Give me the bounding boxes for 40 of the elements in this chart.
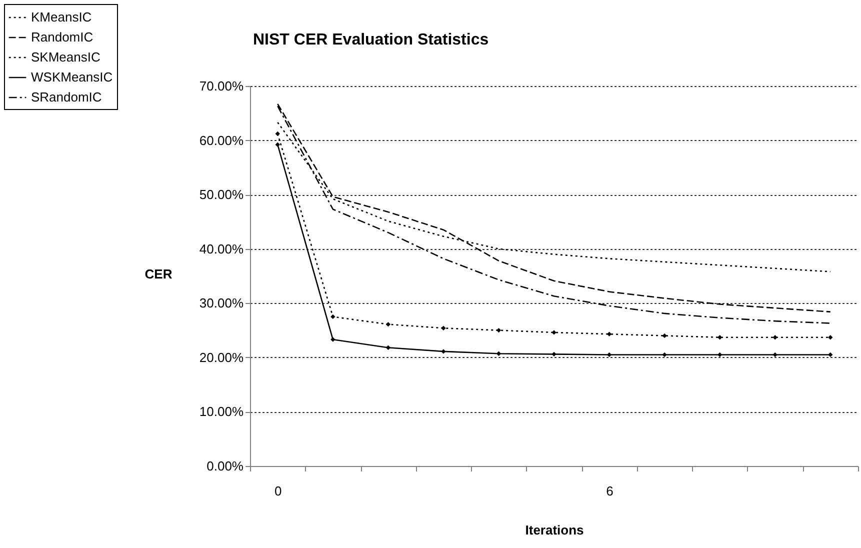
x-axis-title: Iterations [525,522,584,538]
y-tick-label: 30.00% [199,296,244,311]
point [441,349,446,354]
point [552,330,556,335]
point [275,142,280,147]
point [828,335,833,340]
y-axis-title: CER [144,266,173,282]
legend-label: WSKMeansIC [31,70,113,84]
point [828,352,833,358]
point [717,352,722,358]
x-tick-label: 6 [606,484,614,498]
point [496,351,502,356]
point [275,131,280,136]
x-tick-label: 0 [274,484,282,498]
legend-label: SKMeansIC [31,50,100,64]
y-tick-label: 0.00% [206,458,244,474]
point [717,335,722,340]
point [386,322,391,327]
point [330,337,336,342]
point [606,332,612,336]
y-tick-label: 60.00% [199,132,244,148]
legend-label: SRandomIC [31,90,102,104]
chart-title: NIST CER Evaluation Statistics [253,32,489,48]
point [386,345,391,350]
y-tick-label: 10.00% [199,404,244,420]
point [772,335,778,340]
y-tick-label: 20.00% [199,350,244,365]
point [662,333,667,338]
point [330,314,336,320]
point [496,328,502,333]
y-tick-label: 70.00% [199,78,244,94]
point [606,352,612,358]
point [772,352,778,358]
y-tick-label: 40.00% [199,241,244,256]
point [662,352,667,358]
point [441,326,446,330]
point [552,352,556,357]
y-tick-label: 50.00% [199,187,244,202]
legend-label: KMeansIC [31,10,92,24]
legend-label: RandomIC [31,30,94,44]
